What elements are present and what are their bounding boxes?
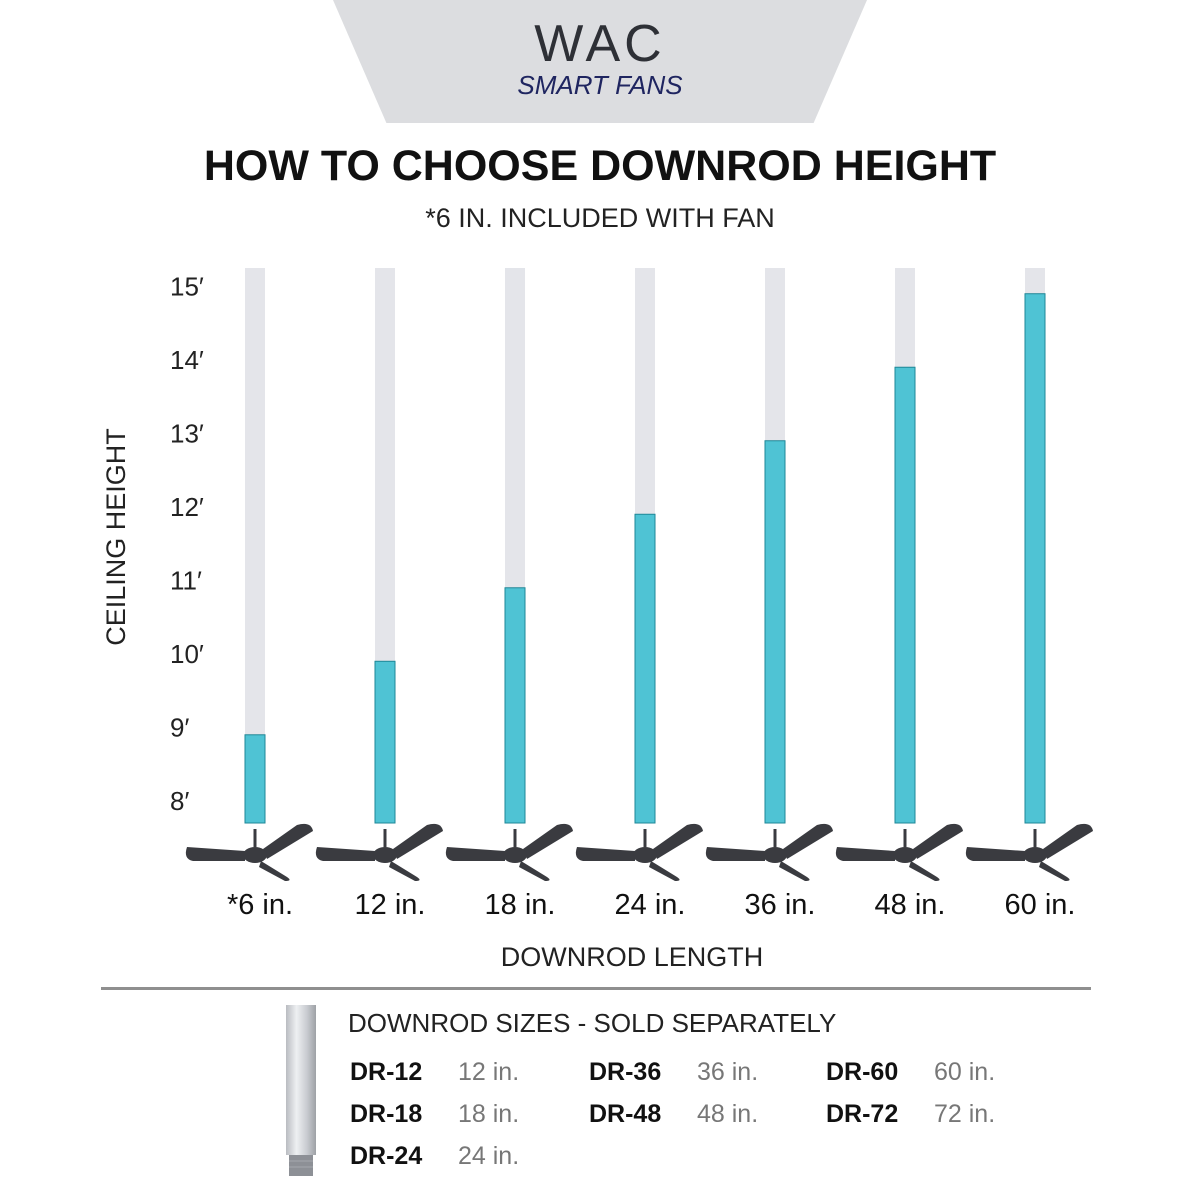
size-code: DR-24	[350, 1142, 423, 1170]
size-entry-dr-72: DR-72 72 in.	[826, 1099, 995, 1129]
x-category-label: 48 in.	[875, 889, 946, 921]
x-category-label: *6 in.	[227, 889, 293, 921]
y-tick-label: 10′	[170, 639, 204, 669]
bar	[634, 513, 656, 824]
x-category-label: 36 in.	[745, 889, 816, 921]
size-length: 18 in.	[458, 1100, 520, 1128]
size-entry-dr-48: DR-48 48 in.	[589, 1099, 758, 1129]
downrod-chart: CEILING HEIGHT 8′ 9′ 10′ 11′ 12′ 13′ 14′ 15′ *6 i…	[101, 268, 1093, 972]
section-divider	[101, 987, 1091, 990]
size-entry-dr-60: DR-60 60 in.	[826, 1057, 995, 1087]
size-length: 72 in.	[934, 1100, 996, 1128]
ceiling-fan-icon	[705, 823, 833, 881]
bar	[1024, 293, 1046, 824]
brand-logo-subtitle: SMART FANS	[517, 70, 683, 100]
size-length: 60 in.	[934, 1058, 996, 1086]
x-category-label: 24 in.	[615, 889, 686, 921]
size-entry-dr-12: DR-12 12 in.	[350, 1057, 519, 1087]
size-length: 12 in.	[458, 1058, 520, 1086]
size-entry-dr-36: DR-36 36 in.	[589, 1057, 758, 1087]
size-code: DR-12	[350, 1058, 423, 1086]
size-code: DR-72	[826, 1100, 899, 1128]
sizes-heading: DOWNROD SIZES - SOLD SEPARATELY	[348, 1008, 837, 1038]
size-length: 36 in.	[697, 1058, 759, 1086]
size-code: DR-60	[826, 1058, 899, 1086]
x-category-label: 18 in.	[485, 889, 556, 921]
downrod-icon	[286, 1005, 316, 1176]
bar	[374, 660, 396, 824]
x-category-label: 60 in.	[1005, 889, 1076, 921]
bar	[244, 734, 266, 824]
brand-banner: WAC SMART FANS	[333, 0, 867, 123]
ceiling-fan-icon	[445, 823, 573, 881]
bar	[894, 366, 916, 824]
y-axis-title: CEILING HEIGHT	[101, 428, 131, 646]
size-length: 48 in.	[697, 1100, 759, 1128]
y-tick-label: 8′	[170, 786, 189, 816]
y-tick-label: 14′	[170, 345, 204, 375]
ceiling-fan-icon	[835, 823, 963, 881]
size-entry-dr-24: DR-24 24 in.	[350, 1141, 519, 1171]
bar	[764, 440, 786, 824]
bar-track	[245, 268, 265, 823]
x-category-label: 12 in.	[355, 889, 426, 921]
size-code: DR-36	[589, 1058, 662, 1086]
chart-subtitle: *6 IN. INCLUDED WITH FAN	[425, 203, 775, 233]
ceiling-fan-icon	[315, 823, 443, 881]
bar	[504, 587, 526, 824]
ceiling-fan-icon	[575, 823, 703, 881]
y-tick-label: 15′	[170, 272, 204, 302]
chart-title: HOW TO CHOOSE DOWNROD HEIGHT	[203, 142, 997, 190]
y-tick-label: 9′	[170, 713, 189, 743]
size-code: DR-48	[589, 1100, 662, 1128]
x-axis-title: DOWNROD LENGTH	[501, 942, 764, 972]
size-length: 24 in.	[458, 1142, 520, 1170]
brand-logo-wac: WAC	[534, 15, 666, 73]
y-tick-label: 11′	[170, 566, 202, 596]
y-tick-label: 12′	[170, 492, 204, 522]
ceiling-fan-icon	[185, 823, 313, 881]
size-entry-dr-18: DR-18 18 in.	[350, 1099, 519, 1129]
size-code: DR-18	[350, 1100, 423, 1128]
y-tick-label: 13′	[170, 419, 204, 449]
ceiling-fan-icon	[965, 823, 1093, 881]
